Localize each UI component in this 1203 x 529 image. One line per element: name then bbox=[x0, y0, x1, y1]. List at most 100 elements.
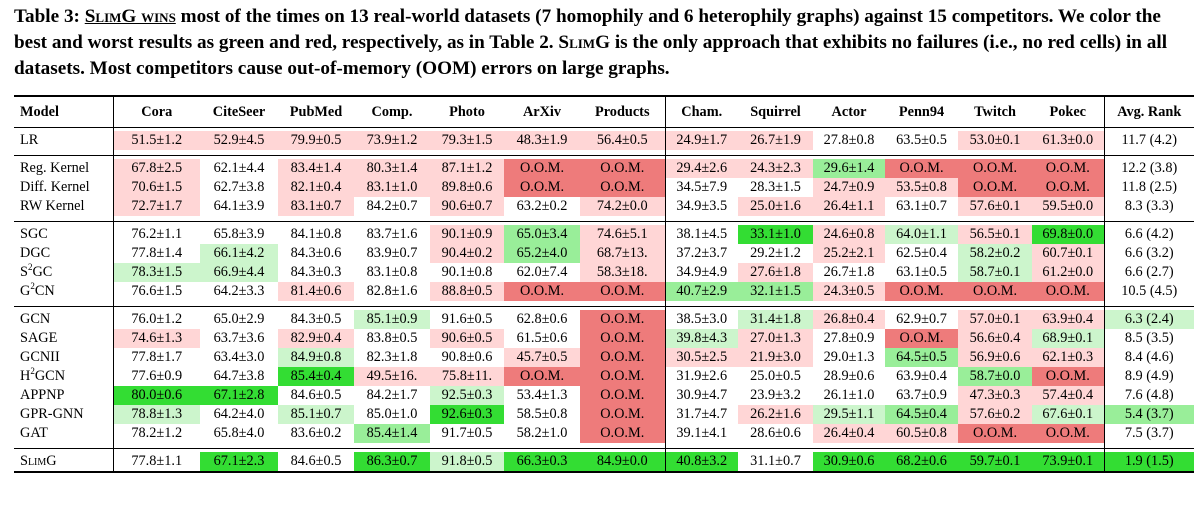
result-cell: 34.9±3.5 bbox=[664, 197, 738, 216]
model-name: APPNP bbox=[20, 387, 65, 403]
result-cell: O.O.M. bbox=[1032, 424, 1104, 443]
result-cell: 57.6±0.1 bbox=[958, 197, 1032, 216]
result-cell: 24.7±0.9 bbox=[813, 178, 885, 197]
result-cell: 31.7±4.7 bbox=[664, 405, 738, 424]
result-cell: 27.0±1.3 bbox=[738, 329, 813, 348]
result-cell: 89.8±0.6 bbox=[430, 178, 504, 197]
result-cell: 60.7±0.1 bbox=[1032, 244, 1104, 263]
result-cell: 63.7±0.9 bbox=[896, 387, 947, 403]
result-cell: 53.5±0.8 bbox=[885, 178, 958, 197]
result-cell: 28.6±0.6 bbox=[750, 425, 801, 441]
results-table-container: Model Cora CiteSeer PubMed Comp. Photo ArXiv Pr… bbox=[14, 95, 1194, 473]
avg-rank-cell: 6.6 (4.2) bbox=[1103, 225, 1194, 244]
header-row: Model Cora CiteSeer PubMed Comp. Photo ArXiv Pr… bbox=[14, 95, 1194, 128]
result-cell: 59.5±0.0 bbox=[1032, 197, 1104, 216]
table-row: S2GC 78.3±1.5 66.9±4.4 84.3±0.3 83.1±0.8 90.1… bbox=[14, 263, 1194, 282]
result-cell: 66.9±4.4 bbox=[200, 263, 278, 282]
group-separator bbox=[14, 216, 1194, 222]
caption-method: SlimG bbox=[558, 32, 611, 53]
table-row: Reg. Kernel 67.8±2.5 62.1±4.4 83.4±1.4 80.3±… bbox=[14, 159, 1194, 178]
result-cell: 91.6±0.5 bbox=[441, 311, 493, 327]
result-cell: 85.4±1.4 bbox=[354, 424, 430, 443]
avg-rank-cell: 11.8 (2.5) bbox=[1103, 178, 1194, 197]
result-cell: 64.7±3.8 bbox=[213, 368, 265, 384]
result-cell: 80.3±1.4 bbox=[354, 159, 430, 178]
result-cell: 61.3±0.0 bbox=[1032, 131, 1104, 150]
result-cell: 76.2±1.1 bbox=[112, 225, 200, 244]
result-cell: O.O.M. bbox=[580, 348, 665, 367]
table-row: GPR-GNN 78.8±1.3 64.2±4.0 85.1±0.7 85.0±1.0 9… bbox=[14, 405, 1194, 424]
result-cell: 80.0±0.6 bbox=[112, 386, 200, 405]
result-cell: 63.1±0.5 bbox=[896, 264, 947, 280]
result-cell: 39.1±4.1 bbox=[664, 424, 738, 443]
result-cell: O.O.M. bbox=[580, 386, 665, 405]
table-row: GAT 78.2±1.2 65.8±4.0 83.6±0.2 85.4±1.4 91.7±… bbox=[14, 424, 1194, 443]
result-cell: 62.9±0.7 bbox=[896, 311, 947, 327]
avg-rank-cell: 7.6 (4.8) bbox=[1103, 386, 1194, 405]
caption-text-2: is the only approach that exhibits no fa… bbox=[14, 32, 1168, 79]
result-cell: 40.7±2.9 bbox=[664, 282, 738, 301]
result-cell: O.O.M. bbox=[580, 178, 665, 197]
result-cell: 84.3±0.5 bbox=[290, 311, 342, 327]
col-header-arxiv: ArXiv bbox=[504, 95, 580, 128]
table-row: DGC 77.8±1.4 66.1±4.2 84.3±0.6 83.9±0.7 90.4±… bbox=[14, 244, 1194, 263]
result-cell: 83.1±0.7 bbox=[278, 197, 354, 216]
model-name: S2GC bbox=[20, 263, 53, 280]
result-cell: 65.2±4.0 bbox=[504, 244, 580, 263]
result-cell: O.O.M. bbox=[1032, 178, 1104, 197]
result-cell: 84.6±0.5 bbox=[290, 387, 342, 403]
result-cell: 90.8±0.6 bbox=[441, 349, 493, 365]
result-cell: 82.1±0.4 bbox=[278, 178, 354, 197]
result-cell: 85.0±1.0 bbox=[366, 406, 418, 422]
result-cell: 62.8±0.6 bbox=[516, 311, 568, 327]
model-name: DGC bbox=[20, 245, 51, 261]
col-header-actor: Actor bbox=[813, 95, 885, 128]
col-header-twitch: Twitch bbox=[958, 95, 1032, 128]
result-cell: 52.9±4.5 bbox=[200, 131, 278, 150]
result-cell: O.O.M. bbox=[885, 329, 958, 348]
result-cell: 24.3±0.5 bbox=[813, 282, 885, 301]
results-table: Model Cora CiteSeer PubMed Comp. Photo ArXiv Pr… bbox=[14, 95, 1194, 473]
result-cell: 29.4±2.6 bbox=[664, 159, 738, 178]
result-cell: O.O.M. bbox=[580, 282, 665, 301]
avg-rank-cell: 8.3 (3.3) bbox=[1103, 197, 1194, 216]
result-cell: 53.4±1.3 bbox=[516, 387, 568, 403]
avg-rank-cell: 6.6 (3.2) bbox=[1103, 244, 1194, 263]
result-cell: 62.5±0.4 bbox=[896, 245, 947, 261]
result-cell: 26.7±1.8 bbox=[823, 264, 875, 280]
result-cell: 30.9±0.6 bbox=[813, 452, 885, 473]
model-name: H2GCN bbox=[20, 367, 66, 384]
group-separator bbox=[14, 150, 1194, 156]
result-cell: 53.0±0.1 bbox=[958, 131, 1032, 150]
result-cell: 45.7±0.5 bbox=[504, 348, 580, 367]
result-cell: 61.5±0.6 bbox=[516, 330, 568, 346]
caption-label: Table 3: bbox=[14, 6, 80, 27]
avg-rank-cell: 7.5 (3.7) bbox=[1103, 424, 1194, 443]
result-cell: 92.5±0.3 bbox=[430, 386, 504, 405]
result-cell: 78.2±1.2 bbox=[112, 424, 200, 443]
result-cell: 62.1±0.3 bbox=[1032, 348, 1104, 367]
model-name: LR bbox=[20, 132, 39, 148]
result-cell: 75.8±11. bbox=[430, 367, 504, 386]
result-cell: 82.9±0.4 bbox=[278, 329, 354, 348]
caption-highlight: SlimG wins bbox=[84, 6, 176, 27]
result-cell: 64.5±0.5 bbox=[885, 348, 958, 367]
avg-rank-cell: 8.4 (4.6) bbox=[1103, 348, 1194, 367]
col-header-pokec: Pokec bbox=[1032, 95, 1104, 128]
model-name: SlimG bbox=[14, 452, 113, 473]
result-cell: 72.7±1.7 bbox=[112, 197, 200, 216]
result-cell: 76.0±1.2 bbox=[112, 310, 200, 329]
col-header-penn94: Penn94 bbox=[885, 95, 958, 128]
result-cell: 27.8±0.8 bbox=[823, 132, 875, 148]
table-row: G2CN 76.6±1.5 64.2±3.3 81.4±0.6 82.8±1.6 88.8… bbox=[14, 282, 1194, 301]
col-header-products: Products bbox=[580, 95, 665, 128]
result-cell: 78.3±1.5 bbox=[112, 263, 200, 282]
result-cell: O.O.M. bbox=[958, 159, 1032, 178]
result-cell: 56.6±0.4 bbox=[958, 329, 1032, 348]
result-cell: O.O.M. bbox=[580, 159, 665, 178]
result-cell: 84.3±0.3 bbox=[290, 264, 342, 280]
result-cell: O.O.M. bbox=[1032, 367, 1104, 386]
result-cell: 77.6±0.9 bbox=[112, 367, 200, 386]
result-cell: 38.1±4.5 bbox=[664, 225, 738, 244]
result-cell: O.O.M. bbox=[1032, 159, 1104, 178]
